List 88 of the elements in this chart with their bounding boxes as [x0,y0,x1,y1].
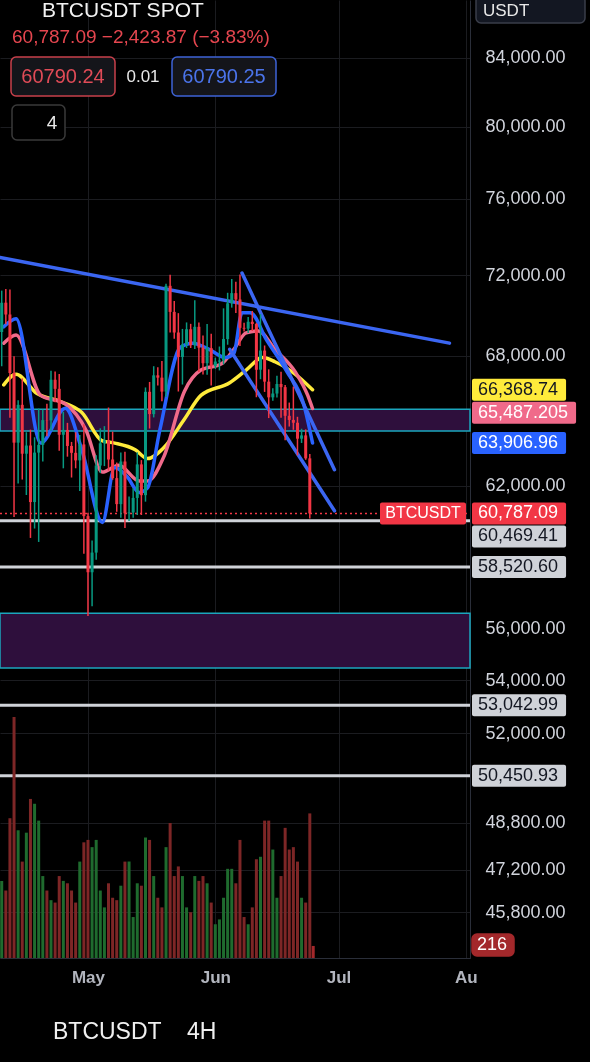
bar [189,912,193,958]
bar [263,820,267,958]
bar [57,876,61,958]
bar [242,917,246,958]
bar [148,839,152,958]
bar [300,897,304,958]
bar [267,820,271,958]
bar [135,883,139,958]
y-tick-label: 47,200.00 [485,859,566,880]
bar [209,902,213,958]
ref-line-label: 50,450.93 [478,764,559,785]
bar [226,868,230,958]
bar [205,883,209,958]
annotation: BTCUSDT [385,504,461,522]
ref-line-label: 60,469.41 [478,525,559,546]
annotation: 60790.25 [182,65,266,87]
bar [311,945,315,958]
bar [123,861,127,958]
annotation: 0.01 [126,67,160,86]
bar [271,849,275,958]
bar [180,876,184,958]
bar [8,818,12,958]
ref-line-label: 60,787.09 [478,502,559,523]
bar [164,847,168,958]
bar [238,839,242,958]
bar [139,885,143,958]
y-tick-label: 54,000.00 [485,669,566,690]
text: 4H [187,1018,217,1044]
ref-line-label: 58,520.60 [478,555,559,576]
bar [45,890,49,958]
text: 65,487.205 [478,401,569,422]
annotation: 4 [46,112,58,133]
ref-line-label: 53,042.99 [478,694,559,715]
y-tick-label: 80,000.00 [485,116,566,137]
bar [33,803,37,958]
bar [78,861,82,958]
bar [0,880,4,958]
bar [176,866,180,958]
bar [24,832,28,958]
chart-title: BTCUSDT SPOT [42,0,204,21]
bar [86,839,90,958]
y-tick-label: 48,800.00 [485,812,566,833]
bar [230,868,234,958]
bar [107,883,111,958]
bar [259,856,262,958]
y-tick-label: 45,800.00 [485,901,566,922]
bar [94,839,98,958]
text: 216 [477,934,508,954]
text: 63,906.96 [478,431,559,452]
y-tick-label: 62,000.00 [485,475,566,496]
annotation: 60790.24 [21,65,105,87]
bar [291,847,295,958]
text: USDT [483,1,530,20]
bar [119,885,123,958]
y-tick-label: 72,000.00 [485,264,566,285]
bar [28,798,32,958]
y-tick-label: 76,000.00 [485,188,566,209]
bar [168,823,172,958]
x-tick-label: May [71,967,106,987]
bar [156,897,160,958]
bar [254,859,258,958]
bar [65,883,69,958]
text: 60,787.09 −2,423.87 (−3.83%) [12,26,270,47]
bar [20,861,24,958]
bar [246,924,250,958]
bar [308,813,312,958]
bar [127,861,131,958]
text: 66,368.74 [478,378,559,399]
bar [115,900,119,958]
bar [16,830,20,958]
x-tick-label: Jul [326,967,352,987]
bar [12,717,16,958]
y-tick-label: 84,000.00 [485,47,566,68]
y-tick-label: 68,000.00 [485,345,566,366]
bar [49,900,53,958]
x-tick-label: Jun [200,967,231,987]
bar [201,876,205,958]
bar [197,880,201,958]
text: BTCUSDT [53,1018,162,1044]
bar [283,827,287,958]
y-tick-label: 56,000.00 [485,618,566,639]
bar [152,876,156,958]
x-tick-label: Au [455,967,478,987]
bar [143,837,147,958]
bar [193,876,197,958]
bar [61,880,65,958]
bar [82,842,86,958]
y-tick-label: 52,000.00 [485,722,566,743]
